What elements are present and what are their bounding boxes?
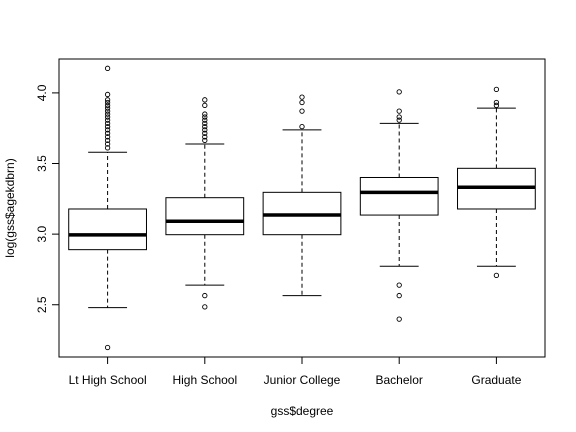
- x-tick-label: Bachelor: [376, 373, 423, 387]
- outlier-point: [104, 105, 111, 111]
- y-axis-label: log(gss$agekdbrn): [3, 158, 17, 257]
- box: [165, 197, 245, 236]
- outlier-point: [104, 111, 111, 117]
- outlier-point: [104, 114, 111, 120]
- outlier-point: [202, 137, 208, 143]
- outlier-point: [202, 124, 208, 130]
- y-tick-label: 4.0: [35, 84, 49, 101]
- plot-area: 2.5 3.0 3.5 4.0 Lt High School High School Jun…: [35, 58, 546, 387]
- outlier-point: [104, 108, 111, 114]
- outlier-point: [104, 120, 111, 127]
- outlier-point: [104, 344, 111, 351]
- outlier-point: [104, 145, 111, 151]
- outlier-point: [104, 102, 111, 108]
- outlier-point: [104, 127, 111, 133]
- x-axis-label: gss$degree: [271, 404, 334, 418]
- outlier-point: [493, 86, 500, 93]
- outlier-point: [299, 94, 305, 100]
- outlier-point: [202, 97, 208, 103]
- outlier-point: [299, 99, 305, 106]
- outlier-point: [104, 141, 111, 147]
- outlier-point: [493, 99, 500, 106]
- outlier-point: [202, 102, 208, 108]
- y-tick-label: 3.5: [35, 155, 49, 172]
- y-tick-label: 3.0: [35, 225, 49, 242]
- y-tick-label: 2.5: [35, 296, 49, 313]
- outlier-point: [396, 292, 402, 299]
- outlier-point: [104, 124, 111, 130]
- outlier-point: [493, 272, 500, 279]
- x-tick-label: Lt High School: [69, 373, 147, 387]
- x-tick-label: High School: [172, 373, 237, 387]
- outlier-point: [104, 130, 111, 136]
- outlier-point: [396, 282, 402, 288]
- x-tick-label: Junior College: [264, 373, 341, 387]
- outlier-point: [104, 137, 111, 143]
- x-tick-label: Graduate: [471, 373, 521, 387]
- outlier-point: [104, 134, 111, 140]
- outlier-point: [104, 117, 111, 123]
- outlier-point: [202, 304, 208, 310]
- outlier-point: [299, 108, 305, 114]
- outlier-point: [202, 111, 208, 117]
- box: [359, 176, 439, 216]
- outlier-point: [202, 127, 208, 133]
- outlier-point: [396, 108, 402, 114]
- outlier-point: [396, 316, 402, 322]
- outlier-point: [202, 130, 208, 136]
- outlier-point: [104, 97, 111, 103]
- outlier-point: [396, 89, 402, 95]
- outlier-point: [202, 292, 208, 299]
- outlier-point: [202, 117, 208, 123]
- outlier-point: [104, 91, 111, 98]
- outlier-point: [104, 65, 111, 71]
- outlier-point: [202, 134, 208, 140]
- outlier-point: [104, 99, 111, 106]
- outlier-point: [299, 124, 305, 130]
- outlier-point: [396, 117, 402, 123]
- outlier-point: [202, 120, 208, 127]
- outlier-point: [396, 114, 402, 120]
- outlier-point: [493, 102, 500, 108]
- box: [68, 208, 147, 251]
- outlier-point: [202, 114, 208, 120]
